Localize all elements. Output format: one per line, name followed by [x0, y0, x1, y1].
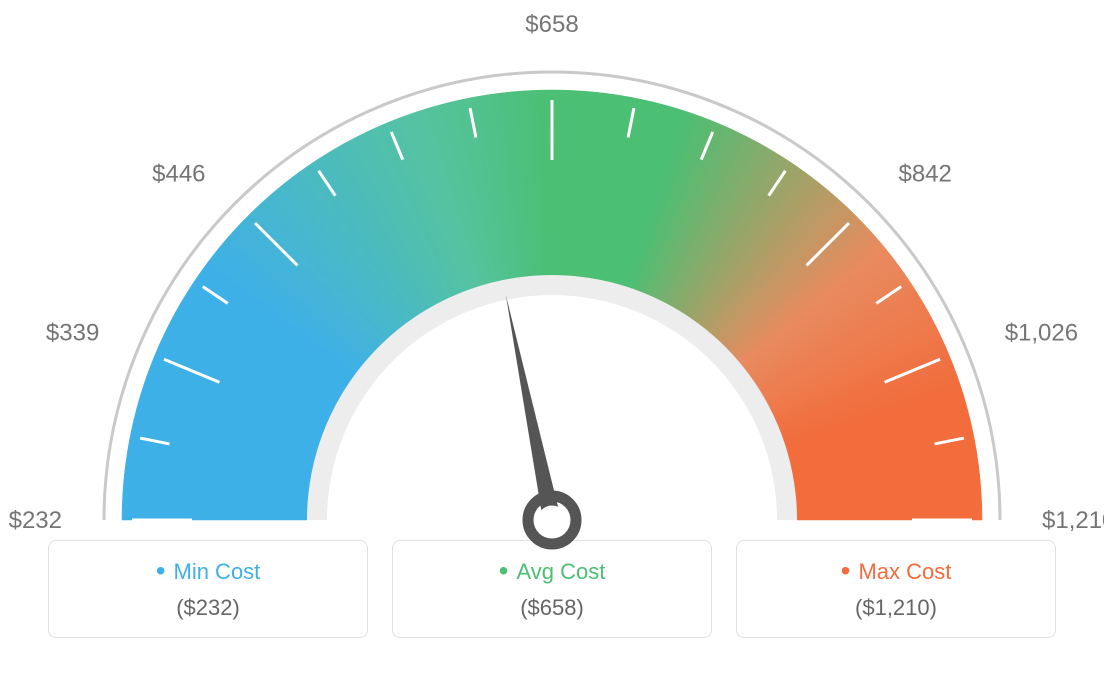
gauge-tick-label: $446: [152, 161, 205, 188]
gauge-tick-label: $1,026: [1005, 319, 1078, 346]
legend-min-label: Min Cost: [61, 559, 355, 585]
gauge-tick-label: $1,210: [1042, 507, 1104, 534]
legend-avg-value: ($658): [405, 595, 699, 621]
gauge-tick-label: $658: [525, 11, 578, 38]
legend-avg-label: Avg Cost: [405, 559, 699, 585]
legend-max-value: ($1,210): [749, 595, 1043, 621]
gauge-chart: $232 $339 $446 $658 $842 $1,026 $1,210: [0, 0, 1104, 540]
legend-min-value: ($232): [61, 595, 355, 621]
cost-gauge-container: $232 $339 $446 $658 $842 $1,026 $1,210 Min Cos…: [0, 0, 1104, 690]
gauge-needle: [506, 295, 561, 522]
gauge-tick-label: $232: [9, 507, 62, 534]
gauge-needle-hub-hole: [538, 506, 567, 535]
legend-max-label: Max Cost: [749, 559, 1043, 585]
gauge-svg: $232 $339 $446 $658 $842 $1,026 $1,210: [0, 0, 1104, 556]
gauge-tick-label: $339: [46, 319, 99, 346]
gauge-tick-label: $842: [898, 161, 951, 188]
